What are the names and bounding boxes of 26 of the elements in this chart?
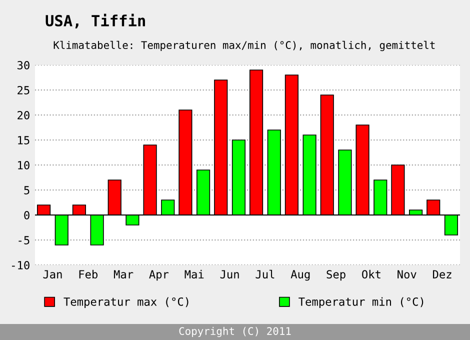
legend-label: Temperatur min (°C) xyxy=(298,297,424,308)
x-tick-label: Mar xyxy=(114,270,134,279)
x-tick-label: Feb xyxy=(79,270,98,279)
x-tick-label: Apr xyxy=(149,270,169,281)
x-tick-label: Aug xyxy=(290,270,310,281)
y-tick-label: -10 xyxy=(12,261,30,270)
x-tick-label: Jun xyxy=(220,270,239,279)
text: Copyright (C) 2011 xyxy=(179,326,291,338)
y-tick-label: 10 xyxy=(18,161,30,170)
y-tick-label: -5 xyxy=(18,236,30,244)
x-tick-label: Mai xyxy=(184,270,204,279)
x-tick-label: Dez xyxy=(433,270,452,279)
legend-label: Temperatur max (°C) xyxy=(64,297,188,308)
x-tick-label: Nov xyxy=(398,270,416,279)
y-tick-label: 20 xyxy=(18,111,30,120)
y-tick-label: 25 xyxy=(18,86,30,94)
y-tick-label: 5 xyxy=(24,186,30,194)
y-tick-label: 0 xyxy=(24,211,30,220)
x-tick-label: Jan xyxy=(43,270,62,279)
chart-subtitle: Klimatabelle: Temperaturen max/min (°C), monatlich, gemittelt xyxy=(54,40,435,52)
chart-title: USA, Tiffin xyxy=(46,14,145,28)
x-tick-label: Jul xyxy=(256,270,274,279)
y-tick-label: 30 xyxy=(18,61,30,70)
y-tick-label: 15 xyxy=(18,136,30,144)
x-tick-label: Okt xyxy=(362,270,380,279)
x-tick-label: Sep xyxy=(326,270,346,281)
